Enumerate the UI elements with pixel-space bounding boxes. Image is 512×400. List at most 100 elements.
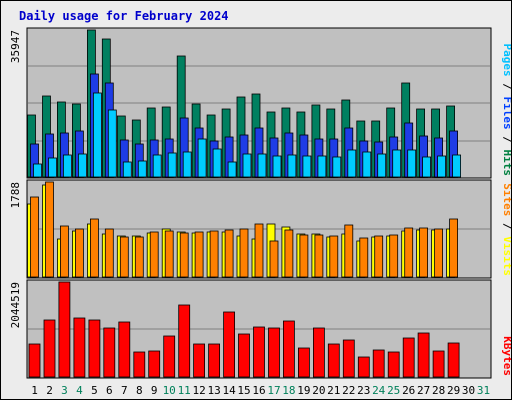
bar-pages-day-1 [33, 163, 42, 178]
bar-kbytes-day-23 [357, 356, 370, 378]
bar-kbytes-day-25 [387, 351, 400, 378]
bar-sites-day-21 [329, 235, 339, 278]
bar-kbytes-day-4 [73, 317, 86, 378]
bar-sites-day-12 [194, 231, 204, 278]
bar-kbytes-day-29 [447, 342, 460, 378]
panel-kbytes: 2044519 KBytes [9, 279, 511, 379]
bar-sites-day-2 [45, 181, 54, 278]
chart-panels: 35947 Pages / Files / Hits 1788 Sites / Vis… [9, 27, 511, 379]
bar-pages-day-2 [48, 157, 57, 178]
panel-hits-files-pages: 35947 Pages / Files / Hits [9, 27, 511, 179]
bar-pages-day-18 [287, 154, 297, 178]
bar-pages-day-19 [302, 155, 312, 178]
bar-kbytes-day-28 [432, 350, 445, 378]
legend-item: / [501, 216, 511, 236]
x-tick-label-day-19: 19 [297, 384, 310, 397]
x-tick-label-day-20: 20 [312, 384, 325, 397]
bar-kbytes-day-19 [297, 347, 310, 378]
bar-pages-day-12 [197, 138, 207, 178]
bar-kbytes-day-9 [148, 350, 161, 378]
bar-sites-day-23 [359, 237, 369, 278]
bar-kbytes-day-6 [103, 327, 116, 378]
legend-item: KBytes [501, 336, 511, 376]
bar-kbytes-day-10 [163, 335, 176, 378]
bar-sites-day-10 [164, 230, 174, 278]
bar-pages-day-23 [362, 151, 372, 178]
bar-pages-day-20 [317, 155, 327, 178]
legend-item: Hits [501, 150, 511, 177]
legend-item: Pages [501, 44, 511, 77]
bar-pages-day-10 [167, 152, 177, 178]
bar-kbytes-day-20 [312, 327, 325, 378]
legend-kbytes: KBytes [501, 336, 511, 376]
legend-item: Visits [501, 236, 511, 276]
bar-pages-day-14 [227, 161, 237, 178]
x-tick-label-day-10: 10 [163, 384, 176, 397]
x-tick-label-day-15: 15 [237, 384, 250, 397]
bar-pages-day-22 [347, 149, 357, 178]
y-max-label: 2044519 [9, 282, 22, 328]
x-tick-label-day-14: 14 [222, 384, 236, 397]
bar-pages-day-15 [242, 153, 252, 178]
bar-kbytes-day-16 [253, 326, 265, 378]
bar-kbytes-day-27 [417, 332, 430, 378]
bar-sites-day-17 [269, 240, 279, 278]
bar-sites-day-19 [299, 234, 309, 278]
x-tick-label-day-9: 9 [151, 384, 158, 397]
bar-sites-day-24 [374, 235, 384, 278]
x-tick-label-day-23: 23 [357, 384, 370, 397]
bar-kbytes-day-2 [43, 319, 56, 378]
bar-pages-day-16 [257, 153, 267, 178]
legend-item: Sites [501, 183, 511, 216]
bar-pages-day-17 [272, 155, 282, 178]
bar-pages-day-27 [422, 156, 432, 178]
legend-visits-sites: Sites / Visits [501, 183, 511, 276]
bar-pages-day-3 [63, 154, 72, 178]
legend-item: / [501, 77, 511, 97]
bar-kbytes-day-24 [372, 349, 385, 378]
bar-sites-day-20 [314, 234, 324, 278]
bar-sites-day-15 [239, 228, 249, 278]
bar-sites-day-9 [149, 231, 159, 278]
bar-pages-day-28 [437, 155, 447, 178]
bar-pages-day-7 [122, 161, 132, 178]
x-tick-label-day-11: 11 [178, 384, 191, 397]
bar-sites-day-25 [389, 234, 399, 278]
bar-kbytes-day-1 [28, 343, 41, 378]
panel-visits-sites: 1788 Sites / Visits [9, 179, 511, 279]
bar-kbytes-day-8 [133, 351, 146, 378]
bar-pages-day-26 [407, 149, 417, 178]
x-tick-label-day-13: 13 [207, 384, 220, 397]
bar-sites-day-3 [60, 225, 69, 278]
x-tick-label-day-2: 2 [46, 384, 53, 397]
bar-pages-day-4 [78, 153, 87, 178]
bar-sites-day-1 [30, 196, 39, 278]
legend-hits-files-pages: Pages / Files / Hits [501, 44, 511, 177]
x-tick-label-day-12: 12 [192, 384, 205, 397]
y-max-label: 35947 [9, 30, 22, 63]
bar-kbytes-day-11 [178, 304, 191, 378]
x-tick-label-day-24: 24 [372, 384, 386, 397]
x-axis-day-labels: 1 2 3 4 5 6 7 8 9 10 11 12 13 14 15 16 17 18 19 20 21 22 23 24 2… [31, 384, 490, 397]
bar-pages-day-24 [377, 153, 387, 178]
x-tick-label-day-5: 5 [91, 384, 98, 397]
legend-item: Files [501, 97, 511, 130]
bar-kbytes-day-7 [118, 321, 131, 378]
bar-kbytes-day-13 [208, 343, 221, 378]
bar-pages-day-25 [392, 149, 402, 178]
x-tick-label-day-31: 31 [477, 384, 490, 397]
y-max-label: 1788 [9, 182, 22, 209]
x-tick-label-day-17: 17 [267, 384, 280, 397]
bar-pages-day-13 [212, 148, 222, 178]
x-tick-label-day-29: 29 [447, 384, 460, 397]
bar-kbytes-day-3 [58, 281, 71, 378]
bar-sites-day-28 [434, 228, 444, 278]
bar-sites-day-6 [104, 228, 114, 278]
x-tick-label-day-8: 8 [136, 384, 143, 397]
x-tick-label-day-3: 3 [61, 384, 68, 397]
bar-kbytes-day-17 [268, 327, 280, 378]
bar-kbytes-day-21 [327, 343, 340, 378]
bar-sites-day-4 [75, 228, 84, 278]
